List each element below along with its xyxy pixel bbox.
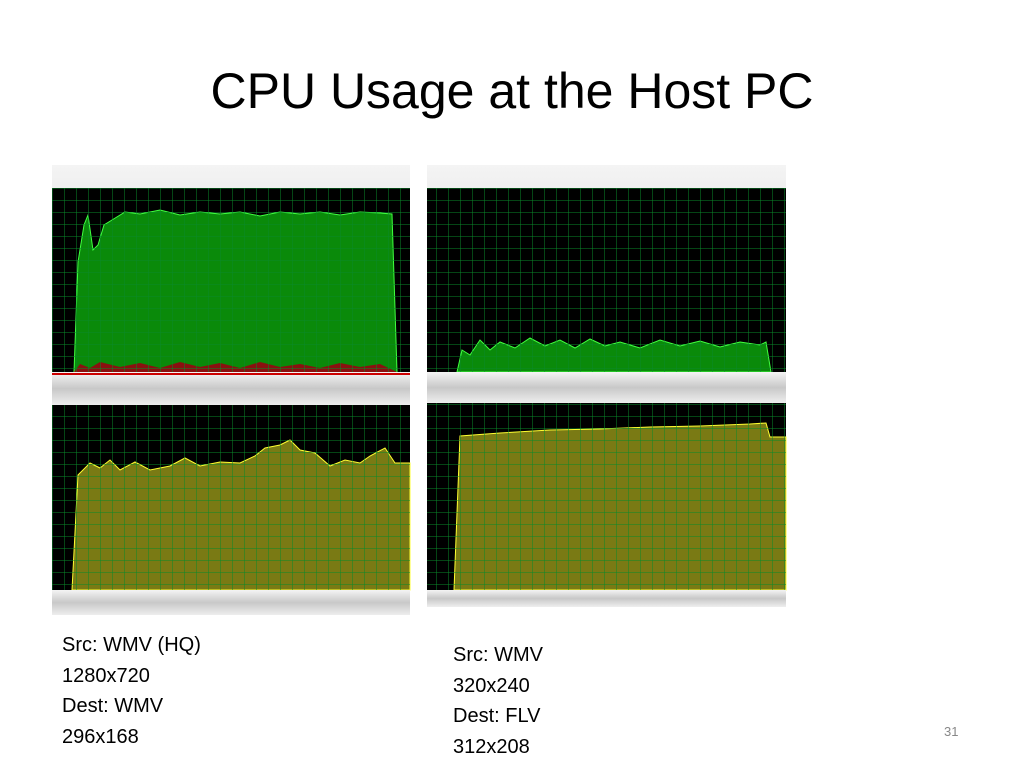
- caption-line: 320x240: [453, 674, 530, 697]
- cpu-panel-left: [52, 165, 411, 615]
- caption-line: Dest: WMV: [62, 695, 164, 717]
- caption-line: 296x168: [62, 725, 139, 748]
- caption-line: Src: WMV (HQ): [62, 634, 201, 656]
- caption-line: 1280x720: [62, 664, 150, 687]
- caption-line: Src: WMV: [453, 644, 543, 666]
- page-number: 31: [944, 724, 959, 739]
- caption-line: Dest: FLV: [453, 705, 541, 727]
- caption-right: Src: WMV 320x240 Dest: FLV 312x208: [453, 640, 543, 762]
- cpu-panel-right: [427, 165, 787, 607]
- caption-line: 312x208: [453, 735, 530, 758]
- slide-title: CPU Usage at the Host PC: [210, 63, 814, 119]
- caption-left: Src: WMV (HQ) 1280x720 Dest: WMV 296x168: [62, 630, 201, 752]
